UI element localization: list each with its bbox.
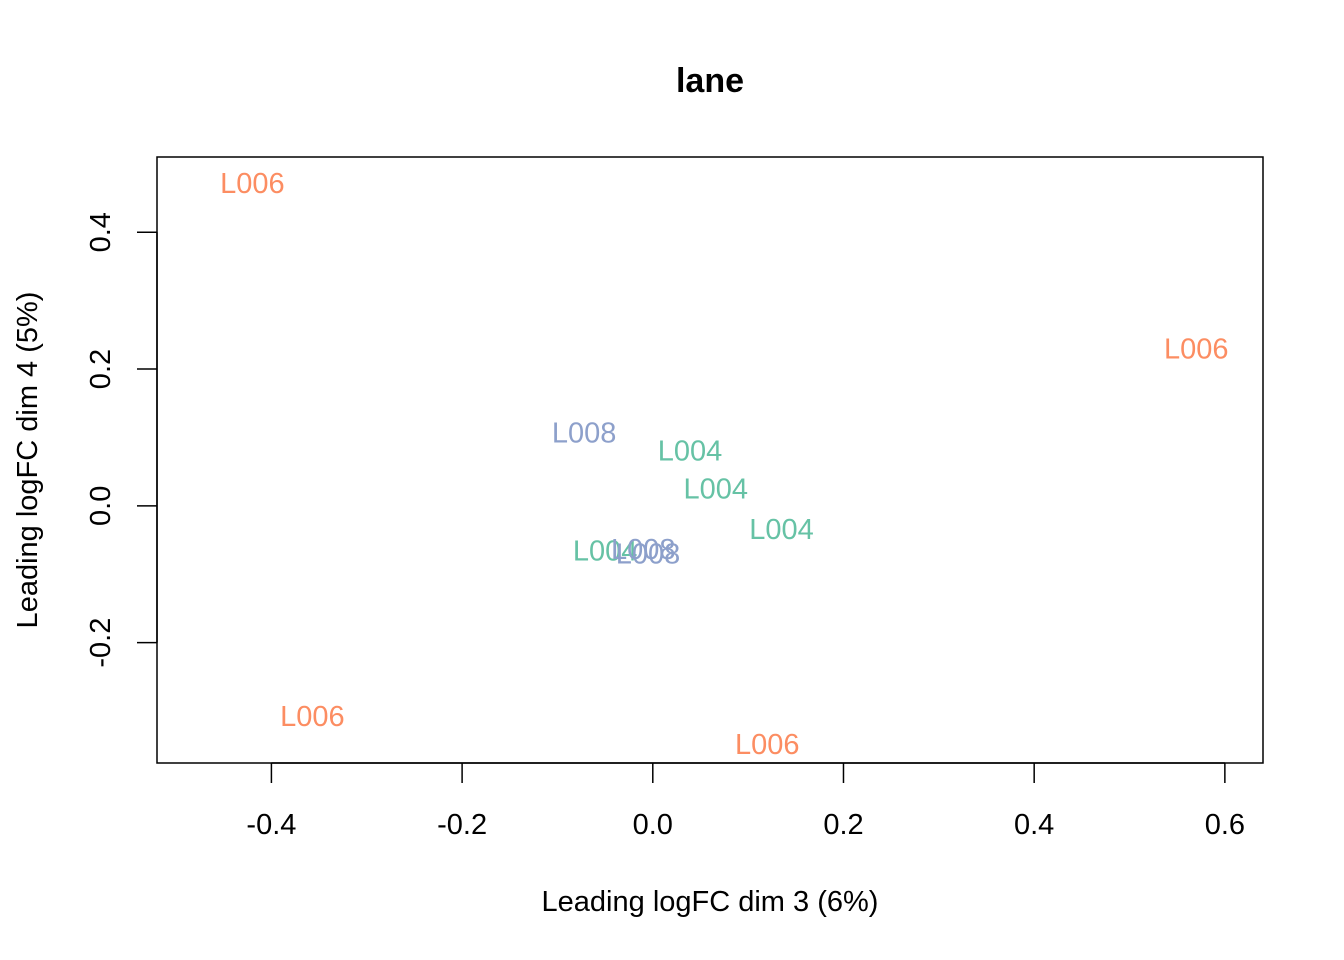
- point-label-l006: L006: [220, 168, 285, 200]
- point-label-l004: L004: [658, 435, 723, 467]
- y-tick-label: -0.2: [85, 618, 117, 668]
- x-tick-label: -0.2: [437, 809, 487, 841]
- chart-title: lane: [676, 62, 744, 100]
- point-label-l006: L006: [735, 729, 800, 761]
- y-tick-label: 0.2: [85, 349, 117, 389]
- point-label-l008: L008: [552, 418, 617, 450]
- point-label-l004: L004: [749, 514, 814, 546]
- y-tick-label: 0.4: [85, 212, 117, 252]
- x-tick-label: 0.2: [823, 809, 863, 841]
- x-tick-label: 0.0: [633, 809, 673, 841]
- y-axis-label: Leading logFC dim 4 (5%): [12, 292, 44, 629]
- point-label-l004: L004: [683, 474, 748, 506]
- y-axis: -0.2 0.0 0.2 0.4: [85, 212, 158, 668]
- point-labels: L006L006L006L006L008L004L004L004L004L008…: [220, 168, 1228, 761]
- point-label-l008: L008: [616, 539, 681, 571]
- x-axis-label: Leading logFC dim 3 (6%): [542, 886, 879, 918]
- x-axis: -0.4 -0.2 0.0 0.2 0.4 0.6: [246, 762, 1245, 841]
- point-label-l006: L006: [280, 701, 345, 733]
- x-tick-label: -0.4: [246, 809, 296, 841]
- point-label-l008: L008: [611, 534, 676, 566]
- x-tick-label: 0.4: [1014, 809, 1054, 841]
- x-tick-label: 0.6: [1205, 809, 1245, 841]
- y-tick-label: 0.0: [85, 486, 117, 526]
- point-label-l004: L004: [573, 535, 638, 567]
- point-label-l006: L006: [1164, 334, 1229, 366]
